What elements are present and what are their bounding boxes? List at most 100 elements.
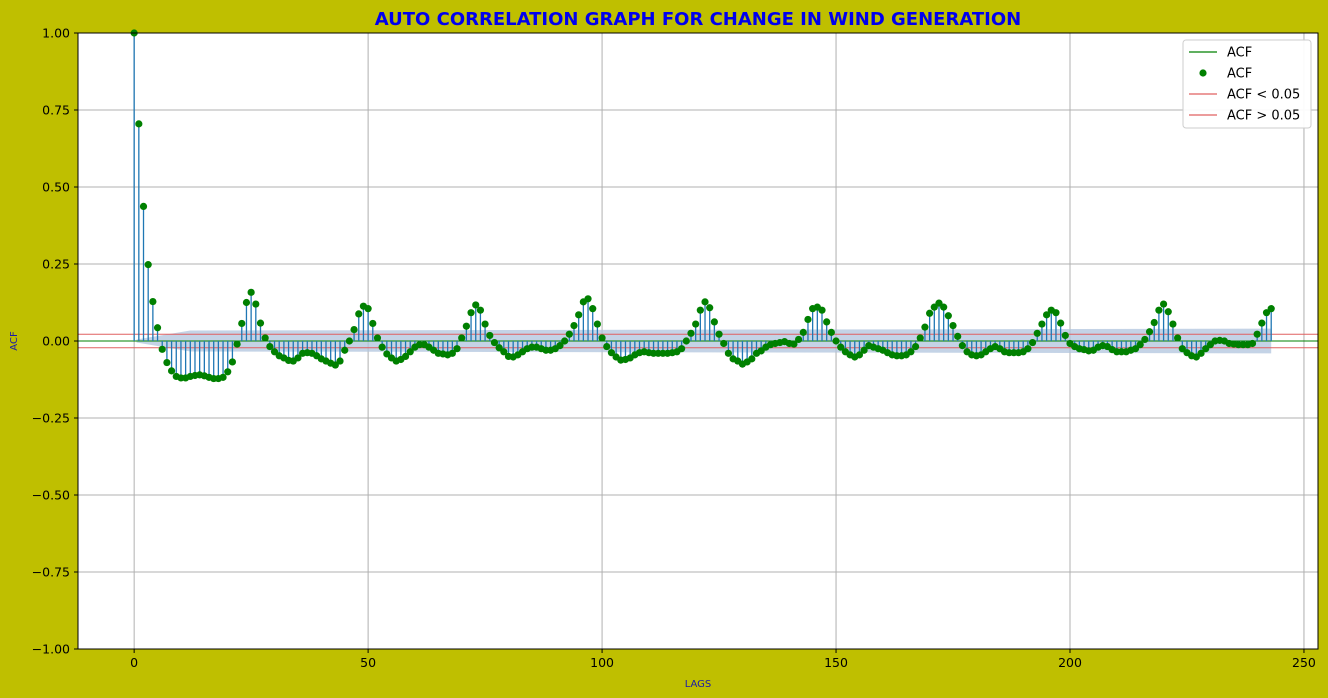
acf-point xyxy=(921,323,929,331)
acf-point xyxy=(472,301,480,309)
acf-point xyxy=(593,320,601,328)
acf-point xyxy=(724,349,733,357)
acf-point xyxy=(1028,338,1037,347)
acf-point xyxy=(462,322,470,330)
acf-point xyxy=(135,120,143,128)
acf-point xyxy=(233,340,241,348)
y-tick-label: 0.50 xyxy=(42,180,70,195)
acf-point xyxy=(1169,320,1177,328)
acf-point xyxy=(911,342,920,351)
acf-point xyxy=(907,348,915,356)
acf-point xyxy=(687,329,695,337)
x-tick-label: 50 xyxy=(360,655,376,670)
acf-point xyxy=(1253,330,1261,338)
acf-point xyxy=(364,305,372,313)
x-tick-label: 200 xyxy=(1058,655,1082,670)
acf-point xyxy=(958,342,966,350)
acf-point xyxy=(448,349,456,357)
x-tick-label: 0 xyxy=(130,655,138,670)
acf-point xyxy=(790,340,798,348)
acf-point xyxy=(247,288,255,296)
acf-point xyxy=(331,361,339,369)
acf-point xyxy=(1258,319,1266,327)
y-tick-label: −0.25 xyxy=(32,411,70,426)
acf-point xyxy=(139,202,148,211)
acf-point xyxy=(1141,335,1149,344)
acf-point xyxy=(696,306,704,314)
acf-point xyxy=(158,345,166,353)
y-tick-label: −0.75 xyxy=(32,565,70,580)
acf-point xyxy=(598,334,606,342)
acf-point xyxy=(804,315,812,324)
acf-point xyxy=(916,334,924,342)
legend-swatch-marker xyxy=(1199,69,1207,77)
acf-point xyxy=(242,298,251,307)
acf-point xyxy=(294,354,302,362)
acf-point xyxy=(500,348,508,356)
acf-point xyxy=(383,350,391,358)
x-tick-label: 250 xyxy=(1292,655,1316,670)
acf-point xyxy=(336,357,344,365)
legend-box xyxy=(1182,39,1312,129)
acf-point xyxy=(467,309,475,317)
acf-point xyxy=(1178,345,1186,353)
acf-point xyxy=(341,346,349,354)
legend: ACF ACF ACF < 0.05 ACF > 0.05 xyxy=(1182,39,1312,129)
y-axis-ticks: 1.00 0.75 0.50 0.25 0.00 −0.25 −0.50 −0.75 −1.00 xyxy=(32,26,78,657)
acf-point xyxy=(1262,309,1271,317)
acf-point xyxy=(149,297,157,306)
acf-point xyxy=(1159,300,1168,308)
acf-point xyxy=(1267,305,1275,313)
acf-point xyxy=(401,352,410,360)
acf-point xyxy=(378,343,386,351)
chart-title: AUTO CORRELATION GRAPH FOR CHANGE IN WIN… xyxy=(375,9,1021,30)
acf-point xyxy=(1155,306,1163,314)
acf-point xyxy=(238,319,246,328)
acf-point xyxy=(715,330,723,338)
acf-point xyxy=(701,298,709,306)
acf-point xyxy=(1136,341,1144,349)
y-tick-label: −0.50 xyxy=(32,488,70,503)
acf-point xyxy=(486,331,494,340)
acf-point xyxy=(261,334,269,342)
y-tick-label: 0.25 xyxy=(42,257,70,272)
acf-point xyxy=(575,311,583,319)
acf-point xyxy=(406,348,414,356)
acf-point xyxy=(1145,328,1154,336)
acf-point xyxy=(607,349,616,357)
acf-point xyxy=(799,328,807,336)
acf-point xyxy=(495,344,503,352)
acf-point xyxy=(163,358,171,367)
acf-point xyxy=(1164,308,1172,316)
legend-entry-label: ACF xyxy=(1227,46,1252,61)
acf-point xyxy=(561,337,569,345)
acf-point xyxy=(1033,329,1041,337)
acf-point xyxy=(369,319,377,328)
acf-point xyxy=(603,342,611,351)
acf-point xyxy=(355,310,363,318)
acf-point xyxy=(720,339,728,348)
acf-point xyxy=(565,330,573,338)
acf-point xyxy=(1150,318,1158,327)
acf-point xyxy=(837,343,845,351)
y-axis-label: ACF xyxy=(9,331,20,351)
acf-point xyxy=(556,342,564,350)
acf-point xyxy=(949,322,957,330)
acf-point xyxy=(228,358,237,366)
acf-point xyxy=(570,322,578,330)
acf-point xyxy=(350,326,358,334)
acf-point xyxy=(818,306,826,314)
acf-point xyxy=(1024,345,1032,353)
acf-point xyxy=(678,345,686,353)
acf-point xyxy=(1038,320,1046,328)
legend-entry-label: ACF > 0.05 xyxy=(1227,109,1300,124)
acf-point xyxy=(589,305,597,313)
acf-point xyxy=(224,368,232,376)
acf-point xyxy=(1202,345,1210,353)
x-axis-label: LAGS xyxy=(685,679,712,690)
acf-point xyxy=(1061,331,1069,340)
acf-markers xyxy=(130,29,1275,383)
acf-point xyxy=(144,261,152,269)
acf-point xyxy=(827,328,835,336)
